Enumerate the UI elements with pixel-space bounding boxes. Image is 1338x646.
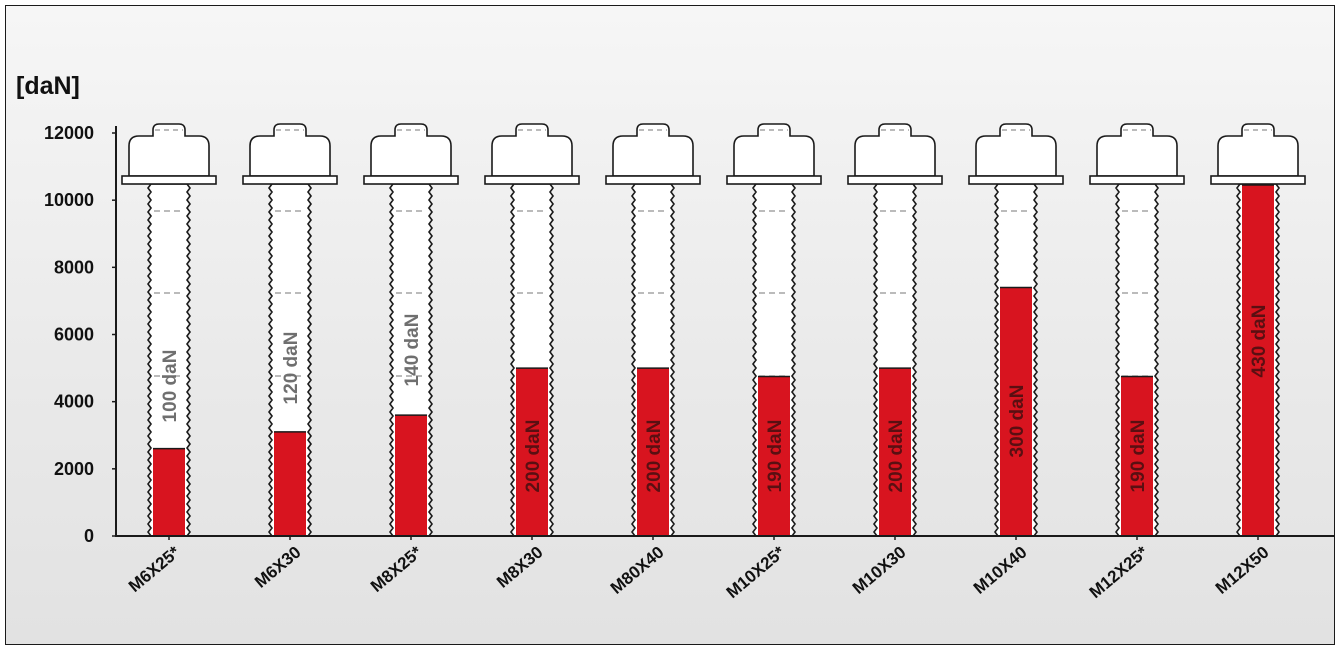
y-axis: 0 2000 4000 6000 8000 10000 12000 — [44, 123, 117, 546]
category-label: M10X30 — [849, 543, 910, 598]
y-tick-label: 8000 — [54, 257, 94, 277]
bolt-head — [370, 123, 452, 177]
bolt-M10X25*: 190 daN — [726, 123, 822, 537]
bolt-washer — [1089, 175, 1185, 185]
category-label: M6X25* — [125, 542, 184, 596]
bar-fill — [1000, 287, 1032, 535]
chart-frame: [daN] 100 daN 120 daN 140 daN 200 daN 200 da… — [5, 5, 1335, 645]
y-tick-label: 0 — [84, 526, 94, 546]
bolt-head — [1217, 123, 1299, 177]
category-label: M8X25* — [367, 542, 426, 596]
value-label: 100 daN — [160, 350, 181, 423]
category-label: M12X25* — [1086, 542, 1152, 602]
y-tick-label: 12000 — [44, 123, 94, 143]
bolt-washer — [1210, 175, 1306, 185]
value-label: 190 daN — [1128, 420, 1149, 493]
value-label: 200 daN — [886, 420, 907, 493]
bolt-strength-chart: [daN] 100 daN 120 daN 140 daN 200 daN 200 da… — [16, 72, 1334, 602]
bolt-bars: 100 daN 120 daN 140 daN 200 daN 200 daN 190 d… — [121, 123, 1306, 537]
bolt-M6X30: 120 daN — [242, 123, 338, 537]
bolt-head — [854, 123, 936, 177]
bolt-head — [975, 123, 1057, 177]
bolt-M6X25*: 100 daN — [121, 123, 217, 537]
y-tick-label: 2000 — [54, 459, 94, 479]
bar-fill — [153, 448, 185, 535]
y-tick-label: 6000 — [54, 325, 94, 345]
bar-fill — [395, 415, 427, 535]
bar-fill — [879, 368, 911, 535]
value-label: 200 daN — [644, 420, 665, 493]
bolt-head — [249, 123, 331, 177]
bolt-washer — [484, 175, 580, 185]
bar-fill — [516, 368, 548, 535]
category-label: M10X40 — [970, 543, 1031, 598]
category-label: M6X30 — [251, 543, 304, 592]
bar-fill — [274, 431, 306, 535]
bar-fill — [637, 368, 669, 535]
bolt-head — [491, 123, 573, 177]
bar-fill — [758, 376, 790, 535]
bolt-M8X25*: 140 daN — [363, 123, 459, 537]
y-tick-label: 10000 — [44, 190, 94, 210]
value-label: 430 daN — [1249, 305, 1270, 378]
bolt-M80X40: 200 daN — [605, 123, 701, 537]
bolt-washer — [726, 175, 822, 185]
x-axis: M6X25* M6X30 M8X25* M8X30 M80X40 M10X25* M10X3… — [115, 535, 1334, 602]
bolt-washer — [847, 175, 943, 185]
bolt-head — [128, 123, 210, 177]
bolt-M10X30: 200 daN — [847, 123, 943, 537]
value-label: 140 daN — [402, 314, 423, 387]
bolt-M12X50: 430 daN — [1210, 123, 1306, 537]
category-label: M12X50 — [1212, 543, 1273, 598]
value-label: 200 daN — [523, 420, 544, 493]
bolt-head — [1096, 123, 1178, 177]
bolt-M12X25*: 190 daN — [1089, 123, 1185, 537]
bolt-washer — [121, 175, 217, 185]
bolt-washer — [968, 175, 1064, 185]
value-label: 190 daN — [765, 420, 786, 493]
category-label: M80X40 — [607, 543, 668, 598]
category-label: M10X25* — [723, 542, 789, 602]
bolt-washer — [242, 175, 338, 185]
category-label: M8X30 — [493, 543, 546, 592]
bolt-washer — [363, 175, 459, 185]
bolt-head — [612, 123, 694, 177]
bolt-M8X30: 200 daN — [484, 123, 580, 537]
bolt-M10X40: 300 daN — [968, 123, 1064, 537]
value-label: 120 daN — [281, 332, 302, 405]
bolt-head — [733, 123, 815, 177]
bar-fill — [1242, 185, 1274, 535]
y-axis-label: [daN] — [16, 72, 80, 100]
bar-fill — [1121, 376, 1153, 535]
y-tick-label: 4000 — [54, 392, 94, 412]
value-label: 300 daN — [1007, 385, 1028, 458]
bolt-washer — [605, 175, 701, 185]
